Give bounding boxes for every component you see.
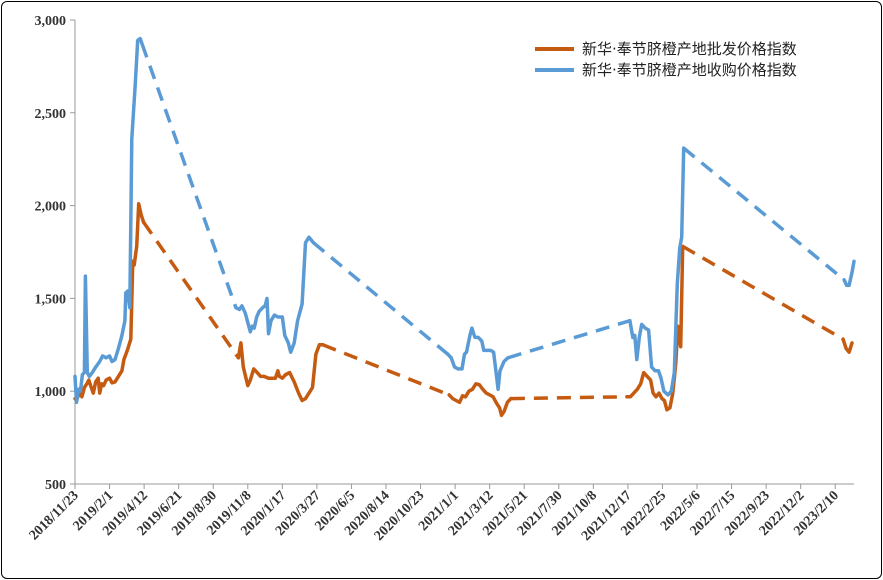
series-line-dashed [510,395,627,401]
series-line-dashed [312,241,449,356]
y-tick-label: 2,500 [35,107,67,122]
series-line [236,341,325,403]
series-line-dashed [140,43,238,309]
series-layer [73,36,856,418]
y-tick-label: 3,000 [35,14,67,29]
legend-label: 新华·奉节脐橙产地收购价格指数 [582,61,797,79]
series-line [234,235,316,354]
y-tick-label: 2,000 [35,200,67,215]
legend-label: 新华·奉节脐橙产地批发价格指数 [582,40,797,58]
series-line [842,259,856,288]
y-tick-label: 1,000 [35,385,67,400]
series-line [841,337,854,354]
series-line [73,36,144,405]
series-line-dashed [142,221,240,359]
series-line-dashed [682,146,846,282]
y-tick-label: 500 [45,478,66,493]
series-line [445,326,510,392]
series-line [447,382,513,418]
chart-axes: 5001,0001,5002,0002,5003,0002018/11/2320… [27,14,854,544]
y-tick-label: 1,500 [35,292,67,307]
series-2 [73,36,856,405]
x-tick-label: 2018/11/23 [27,488,82,543]
series-line-dashed [507,319,631,360]
series-line [628,146,686,397]
series-line [73,201,146,403]
series-line-dashed [681,244,844,341]
series-1 [73,201,854,418]
series-line-dashed [322,343,450,397]
